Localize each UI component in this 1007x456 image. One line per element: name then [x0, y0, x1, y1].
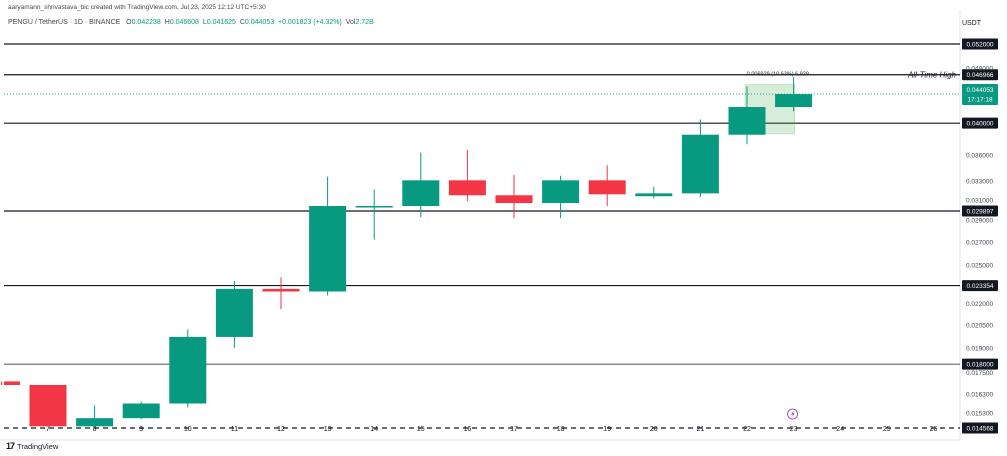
- measure-label: 0.006929 (10.63%) 6,929: [747, 72, 809, 78]
- y-tick-label: 0.048000: [966, 66, 993, 73]
- ohlc-legend: PENGU / TetherUS · 1D · BINANCE O0.04223…: [8, 19, 374, 26]
- level-label: 0.046966: [966, 72, 993, 79]
- candle-body: [4, 381, 20, 385]
- x-tick-label: 20: [650, 426, 658, 433]
- candle-body: [262, 288, 300, 292]
- y-tick-label: 0.029000: [966, 218, 993, 225]
- level-label-box: [962, 422, 998, 434]
- y-tick-label: 0.033000: [966, 179, 993, 186]
- change-value: +0.001823 (+4.32%): [278, 19, 342, 26]
- x-tick-label: 10: [184, 426, 192, 433]
- x-tick-label: 15: [417, 426, 425, 433]
- current-price-box: [962, 84, 998, 106]
- candle-body: [635, 193, 673, 197]
- x-tick-label: 24: [836, 426, 844, 433]
- lightning-glyph: [791, 410, 795, 418]
- symbol-label[interactable]: PENGU / TetherUS · 1D · BINANCE: [8, 19, 121, 26]
- currency-label[interactable]: USDT: [961, 20, 981, 27]
- x-tick-label: 16: [464, 426, 472, 433]
- level-label-box: [962, 69, 998, 81]
- y-tick-label: 0.020500: [966, 322, 993, 329]
- x-tick-label: 9: [139, 426, 143, 433]
- y-tick-label: 0.016300: [966, 392, 993, 399]
- brand-label: TradingView: [17, 441, 59, 451]
- candle-body: [215, 288, 253, 337]
- candle-body: [588, 180, 626, 195]
- y-tick-label: 0.022000: [966, 301, 993, 308]
- level-label: 0.052000: [966, 42, 993, 49]
- x-tick-label: 25: [883, 426, 891, 433]
- candle-body: [448, 180, 486, 196]
- candle-body: [495, 195, 533, 204]
- x-tick-label: 7: [46, 426, 50, 433]
- y-tick-label: 0.019000: [966, 345, 993, 352]
- candle-body: [775, 94, 813, 108]
- level-label: 0.040000: [966, 121, 993, 128]
- y-tick-label: 0.027000: [966, 239, 993, 246]
- candle-body: [728, 107, 766, 135]
- countdown-label: 17:17:18: [967, 97, 993, 104]
- level-label: 0.029897: [966, 209, 993, 216]
- candle-body: [355, 206, 393, 208]
- candle-body: [169, 336, 207, 404]
- y-tick-label: 0.025000: [966, 263, 993, 270]
- level-label: 0.018000: [966, 362, 993, 369]
- level-label: 0.023354: [966, 283, 993, 290]
- x-tick-label: 14: [370, 426, 378, 433]
- candle-body: [402, 180, 440, 207]
- candle-body: [542, 180, 580, 204]
- level-label-box: [962, 38, 998, 50]
- candle-body: [76, 418, 114, 427]
- x-tick-label: 26: [930, 426, 938, 433]
- open-value: 0.042238: [131, 19, 161, 26]
- all-time-high-annotation: All-Time High: [907, 71, 956, 80]
- x-tick-label: 22: [743, 426, 751, 433]
- high-value: 0.046608: [169, 19, 199, 26]
- x-tick-label: 19: [603, 426, 611, 433]
- x-tick-label: 13: [324, 426, 332, 433]
- level-label-box: [962, 358, 998, 370]
- current-price-label: 0.044053: [966, 87, 993, 94]
- candle-body: [309, 206, 347, 292]
- y-tick-label: 0.031000: [966, 198, 993, 205]
- y-tick-label: 0.015300: [966, 411, 993, 418]
- y-tick-label: 0.036000: [966, 152, 993, 159]
- tradingview-logo-icon: 17: [6, 441, 15, 451]
- candle-body: [122, 403, 160, 419]
- open-label: O: [126, 19, 132, 26]
- volume-value: 2.72B: [355, 19, 374, 26]
- candle-body: [29, 384, 67, 427]
- high-label: H: [164, 19, 170, 26]
- candle-body: [681, 134, 719, 194]
- x-tick-label: 23: [790, 426, 798, 433]
- level-label: 0.014568: [966, 426, 993, 433]
- chart-credit: aaryamann_shrivastava_bic created with T…: [8, 4, 266, 11]
- level-label-box: [962, 205, 998, 217]
- x-tick-label: 17: [510, 426, 518, 433]
- low-label: L: [202, 19, 207, 26]
- x-tick-label: 8: [93, 426, 97, 433]
- low-value: 0.041625: [206, 19, 236, 26]
- close-value: 0.044053: [244, 19, 275, 26]
- x-tick-label: 11: [231, 426, 238, 433]
- level-label-box: [962, 280, 998, 292]
- x-tick-label: 18: [557, 426, 565, 433]
- volume-label: Vol: [345, 19, 356, 26]
- level-label-box: [962, 117, 998, 129]
- x-tick-label: 12: [277, 426, 285, 433]
- tradingview-brand[interactable]: 17 TradingView: [6, 441, 58, 451]
- close-label: C: [239, 19, 245, 26]
- y-tick-label: 0.017500: [966, 370, 993, 377]
- x-tick-label: 21: [697, 426, 705, 433]
